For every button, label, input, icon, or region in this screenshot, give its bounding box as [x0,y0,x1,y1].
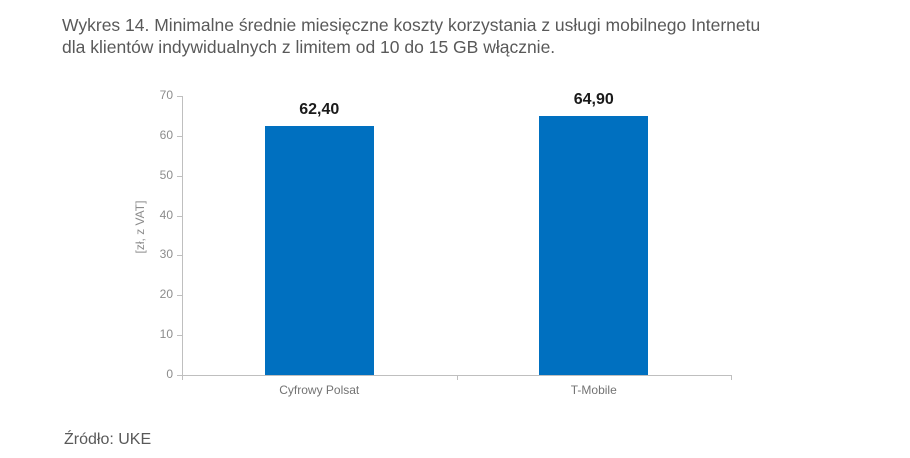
y-tick-mark [177,215,182,217]
chart-title: Wykres 14. Minimalne średnie miesięczne … [62,14,882,58]
y-tick-mark [177,255,182,257]
y-tick-mark [177,375,182,376]
x-category-label: Cyfrowy Polsat [279,383,360,397]
y-tick-mark [177,175,182,177]
chart-title-line-2: dla klientów indywidualnych z limitem od… [62,37,556,57]
x-tick-mark [731,375,732,380]
bar-value-label: 64,90 [573,91,614,109]
y-tick-label: 30 [159,247,173,262]
x-tick-mark [182,375,183,380]
y-tick-mark [177,135,182,137]
y-tick-label: 60 [159,127,173,142]
chart-title-line-1: Wykres 14. Minimalne średnie miesięczne … [62,15,761,35]
y-tick-label: 0 [166,367,173,381]
y-tick-label: 70 [159,88,173,102]
x-tick-mark [456,375,458,380]
y-tick-label: 50 [159,167,173,182]
y-tick-mark [177,335,182,337]
source-note: Źródło: UKE [64,431,152,448]
bar-t-mobile [539,116,649,375]
y-tick-mark [177,96,182,97]
y-tick-mark [177,295,182,297]
bar-value-label: 62,40 [299,101,340,119]
bar-cyfrowy-polsat [264,126,374,375]
y-axis-line [182,96,183,376]
y-tick-label: 40 [159,207,173,222]
x-category-label: T-Mobile [570,383,617,397]
bar-chart: [zł, z VAT] 0 10 20 30 40 50 60 70 62,40 Cyfrowy … [133,88,732,397]
y-tick-label: 10 [159,327,173,342]
y-tick-label: 20 [159,287,173,302]
